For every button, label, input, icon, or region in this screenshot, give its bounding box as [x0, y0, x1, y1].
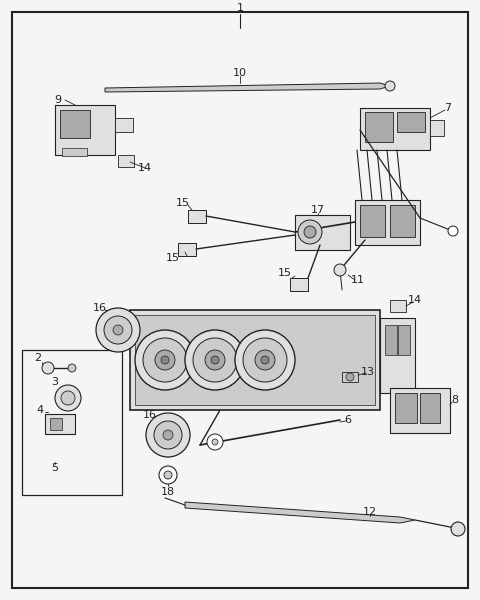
Circle shape — [298, 220, 322, 244]
Bar — [430, 120, 444, 136]
Text: 17: 17 — [311, 205, 325, 215]
Bar — [390, 205, 415, 237]
Circle shape — [235, 330, 295, 390]
Text: 5: 5 — [51, 463, 59, 473]
Circle shape — [211, 356, 219, 364]
Bar — [420, 393, 440, 423]
Bar — [290, 278, 308, 291]
Circle shape — [113, 325, 123, 335]
Circle shape — [385, 81, 395, 91]
Text: 14: 14 — [138, 163, 152, 173]
Bar — [355, 200, 420, 245]
Bar — [342, 372, 358, 382]
Bar — [397, 112, 425, 132]
Circle shape — [154, 421, 182, 449]
Bar — [55, 105, 115, 155]
Circle shape — [185, 330, 245, 390]
Circle shape — [55, 385, 81, 411]
Text: 15: 15 — [176, 198, 190, 208]
Bar — [380, 318, 415, 393]
Circle shape — [135, 330, 195, 390]
Bar — [130, 310, 380, 410]
Text: 10: 10 — [233, 68, 247, 78]
Bar — [360, 108, 430, 150]
Polygon shape — [105, 83, 390, 92]
Circle shape — [304, 226, 316, 238]
Text: 4: 4 — [36, 405, 44, 415]
Bar — [365, 112, 393, 142]
Text: 15: 15 — [278, 268, 292, 278]
Circle shape — [451, 522, 465, 536]
Text: 15: 15 — [166, 253, 180, 263]
Polygon shape — [38, 430, 70, 442]
Polygon shape — [185, 502, 415, 523]
Bar — [390, 388, 450, 433]
Circle shape — [212, 439, 218, 445]
Circle shape — [255, 350, 275, 370]
Bar — [385, 325, 397, 355]
Circle shape — [161, 356, 169, 364]
Bar — [62, 148, 87, 156]
Circle shape — [448, 226, 458, 236]
Bar — [360, 205, 385, 237]
Bar — [22, 350, 122, 495]
Bar — [50, 418, 62, 430]
Text: 3: 3 — [51, 377, 59, 387]
Polygon shape — [38, 442, 75, 462]
Bar — [118, 155, 134, 167]
Text: 12: 12 — [363, 507, 377, 517]
Circle shape — [68, 364, 76, 372]
Text: 9: 9 — [54, 95, 61, 105]
Circle shape — [104, 316, 132, 344]
Bar — [60, 110, 90, 138]
Text: 2: 2 — [35, 353, 42, 363]
Bar — [395, 393, 417, 423]
Circle shape — [42, 362, 54, 374]
Circle shape — [155, 350, 175, 370]
Circle shape — [163, 430, 173, 440]
Circle shape — [334, 264, 346, 276]
Bar — [135, 315, 375, 405]
Bar — [188, 210, 206, 223]
Text: 6: 6 — [345, 415, 351, 425]
Bar — [115, 118, 133, 132]
Text: 8: 8 — [451, 395, 458, 405]
Text: 16: 16 — [143, 410, 157, 420]
Text: 1: 1 — [237, 3, 243, 13]
Text: 18: 18 — [161, 487, 175, 497]
Circle shape — [143, 338, 187, 382]
Text: 13: 13 — [361, 367, 375, 377]
Circle shape — [146, 413, 190, 457]
Text: 16: 16 — [93, 303, 107, 313]
Circle shape — [61, 391, 75, 405]
Circle shape — [96, 308, 140, 352]
Bar — [390, 300, 406, 312]
Circle shape — [159, 466, 177, 484]
Circle shape — [346, 373, 354, 381]
Bar — [45, 414, 75, 434]
Circle shape — [193, 338, 237, 382]
Text: 11: 11 — [351, 275, 365, 285]
Circle shape — [243, 338, 287, 382]
Circle shape — [205, 350, 225, 370]
Circle shape — [207, 434, 223, 450]
Bar — [295, 215, 350, 250]
Bar — [398, 325, 410, 355]
Text: 7: 7 — [444, 103, 452, 113]
Circle shape — [261, 356, 269, 364]
Text: 14: 14 — [408, 295, 422, 305]
Circle shape — [164, 471, 172, 479]
Bar — [178, 243, 196, 256]
